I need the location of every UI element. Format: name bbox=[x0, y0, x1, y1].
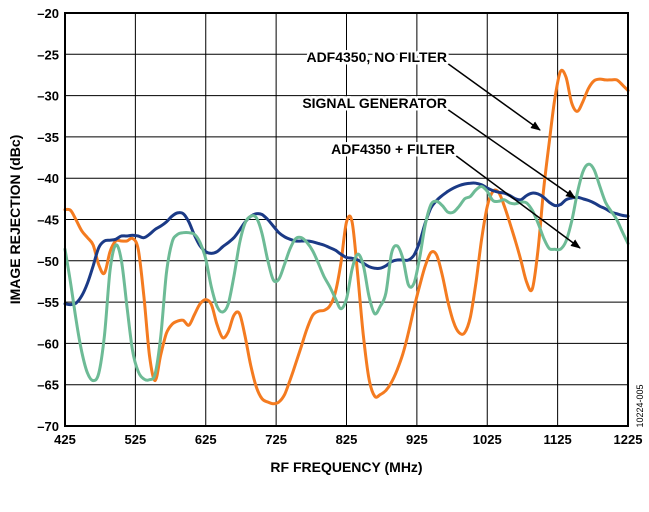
y-tick-label: –70 bbox=[37, 419, 59, 434]
x-tick-labels: 425 525 625 725 825 925 1025 1125 1225 bbox=[54, 432, 642, 447]
y-tick-labels: –20 –25 –30 –35 –40 –45 –50 –55 –60 –65 –70 bbox=[37, 6, 59, 434]
signal-generator-line bbox=[63, 181, 630, 307]
x-axis-label: RF FREQUENCY (MHz) bbox=[270, 459, 422, 475]
y-tick-label: –45 bbox=[37, 213, 59, 228]
annotations: ADF4350, NO FILTER SIGNAL GENERATOR ADF435… bbox=[300, 47, 581, 249]
x-tick-label: 1025 bbox=[473, 432, 502, 447]
annotation-label: ADF4350 + FILTER bbox=[331, 141, 455, 157]
annotation-arrow bbox=[446, 62, 541, 131]
annotation-filter: ADF4350 + FILTER bbox=[329, 139, 581, 249]
annotation-arrow bbox=[454, 154, 581, 249]
adf4350-no-filter-line bbox=[63, 68, 630, 406]
y-tick-label: –60 bbox=[37, 336, 59, 351]
y-tick-label: –40 bbox=[37, 171, 59, 186]
x-tick-label: 1125 bbox=[544, 432, 572, 447]
x-tick-label: 425 bbox=[54, 432, 76, 447]
plot-frame bbox=[64, 12, 629, 427]
x-tick-label: 625 bbox=[195, 432, 217, 447]
y-tick-label: –35 bbox=[37, 130, 59, 145]
x-tick-label: 525 bbox=[125, 432, 147, 447]
x-tick-label: 1225 bbox=[614, 432, 643, 447]
x-tick-label: 725 bbox=[265, 432, 287, 447]
annotation-label: ADF4350, NO FILTER bbox=[306, 49, 447, 65]
x-tick-label: 925 bbox=[406, 432, 428, 447]
y-tick-label: –50 bbox=[37, 254, 59, 269]
y-tick-label: –25 bbox=[37, 47, 59, 62]
y-tick-label: –55 bbox=[37, 295, 59, 310]
y-tick-label: –65 bbox=[37, 378, 59, 393]
annotation-arrow bbox=[446, 108, 576, 199]
annotation-label: SIGNAL GENERATOR bbox=[302, 95, 447, 111]
annotation-no-filter: ADF4350, NO FILTER bbox=[304, 47, 541, 131]
y-tick-label: –20 bbox=[37, 6, 59, 21]
y-tick-label: –30 bbox=[37, 89, 59, 104]
figure-id: 10224-005 bbox=[635, 384, 645, 427]
annotation-signal-generator: SIGNAL GENERATOR bbox=[300, 93, 576, 199]
y-axis-label: IMAGE REJECTION (dBc) bbox=[7, 135, 23, 305]
x-tick-label: 825 bbox=[336, 432, 358, 447]
